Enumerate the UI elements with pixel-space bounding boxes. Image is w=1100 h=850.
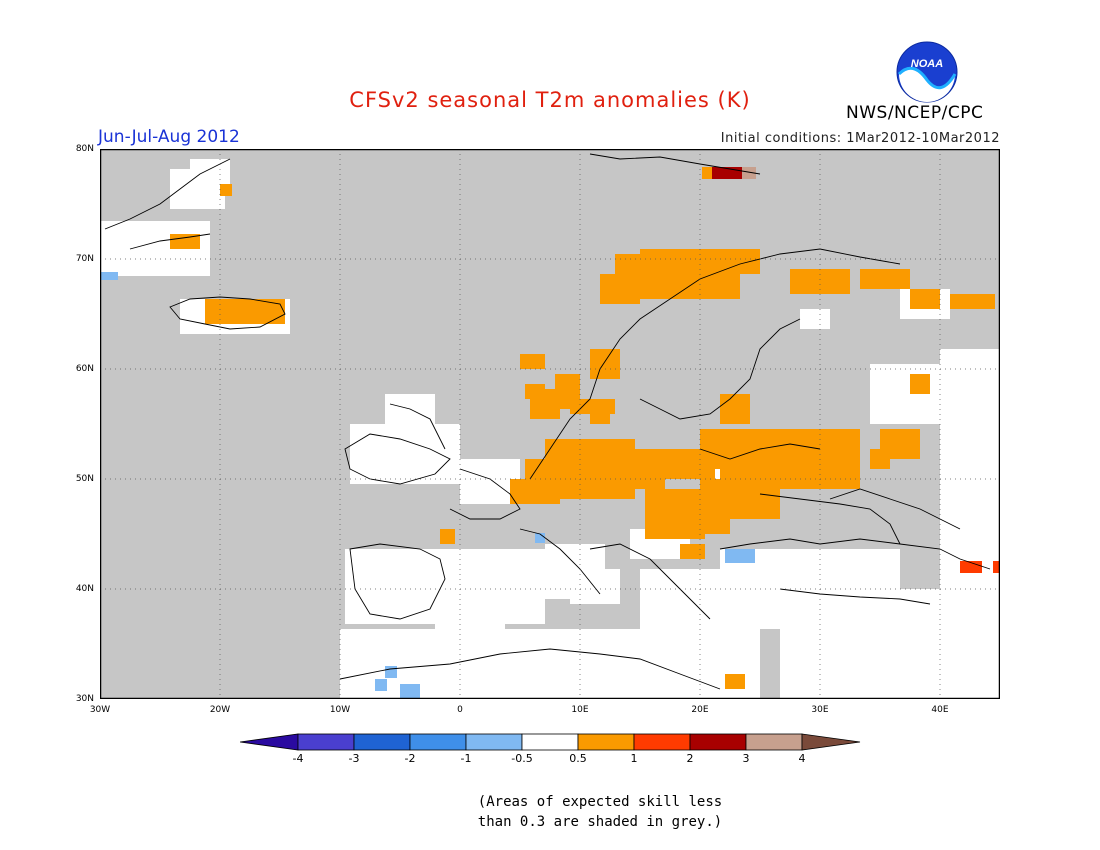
- legend-swatch: [745, 733, 803, 751]
- lat-label: 70N: [75, 254, 94, 264]
- lat-label: 40N: [75, 584, 94, 594]
- map-title: CFSv2 seasonal T2m anomalies (K): [349, 88, 751, 112]
- legend-label: -1: [460, 752, 472, 765]
- cool-anomaly-areas: [100, 272, 755, 699]
- lat-label: 30N: [75, 694, 94, 704]
- legend-label: 2: [686, 752, 694, 765]
- neutral-areas: [100, 159, 1000, 699]
- legend-label: 3: [742, 752, 750, 765]
- graticule: [100, 149, 1000, 699]
- skill-note-line: than 0.3 are shaded in grey.): [477, 814, 723, 830]
- legend-swatch: [297, 733, 355, 751]
- legend-swatch: [633, 733, 691, 751]
- forecast-period: Jun-Jul-Aug 2012: [98, 127, 240, 147]
- lon-label: 10E: [571, 705, 589, 715]
- legend-swatch: [409, 733, 467, 751]
- legend-label: -4: [292, 752, 304, 765]
- anomaly-map: [100, 149, 1000, 699]
- extreme-warm-anomaly-area: [742, 167, 756, 179]
- color-legend: [240, 733, 861, 751]
- legend-swatch: [521, 733, 579, 751]
- legend-swatch: [577, 733, 635, 751]
- lon-label: 20E: [691, 705, 709, 715]
- legend-label: -0.5: [511, 752, 533, 765]
- legend-arrow-left: [240, 733, 299, 751]
- noaa-logo: NOAA: [896, 41, 958, 103]
- legend-label: 4: [798, 752, 806, 765]
- lat-label: 80N: [75, 144, 94, 154]
- lon-label: 20W: [209, 705, 231, 715]
- legend-arrow-right: [801, 733, 861, 751]
- legend-label: 0.5: [569, 752, 587, 765]
- initial-conditions: Initial conditions: 1Mar2012-10Mar2012: [720, 131, 1000, 146]
- skill-note: (Areas of expected skill less than 0.3 a…: [470, 792, 730, 832]
- legend-label: -3: [348, 752, 360, 765]
- agency-label: NWS/NCEP/CPC: [846, 103, 984, 123]
- legend-label: 1: [630, 752, 638, 765]
- lon-label: 40E: [931, 705, 949, 715]
- legend-label: -2: [404, 752, 416, 765]
- lon-label: 0: [457, 705, 463, 715]
- map-frame: [100, 149, 1000, 699]
- legend-swatch: [353, 733, 411, 751]
- lon-label: 30E: [811, 705, 829, 715]
- warm-anomaly-areas: [170, 184, 995, 689]
- lat-label: 50N: [75, 474, 94, 484]
- svg-text:NOAA: NOAA: [911, 58, 943, 70]
- legend-swatch: [465, 733, 523, 751]
- lat-label: 60N: [75, 364, 94, 374]
- lon-label: 10W: [329, 705, 351, 715]
- strong-warm-anomaly-areas: [960, 561, 1000, 573]
- legend-swatch: [689, 733, 747, 751]
- skill-note-line: (Areas of expected skill less: [477, 794, 723, 810]
- lon-label: 30W: [89, 705, 111, 715]
